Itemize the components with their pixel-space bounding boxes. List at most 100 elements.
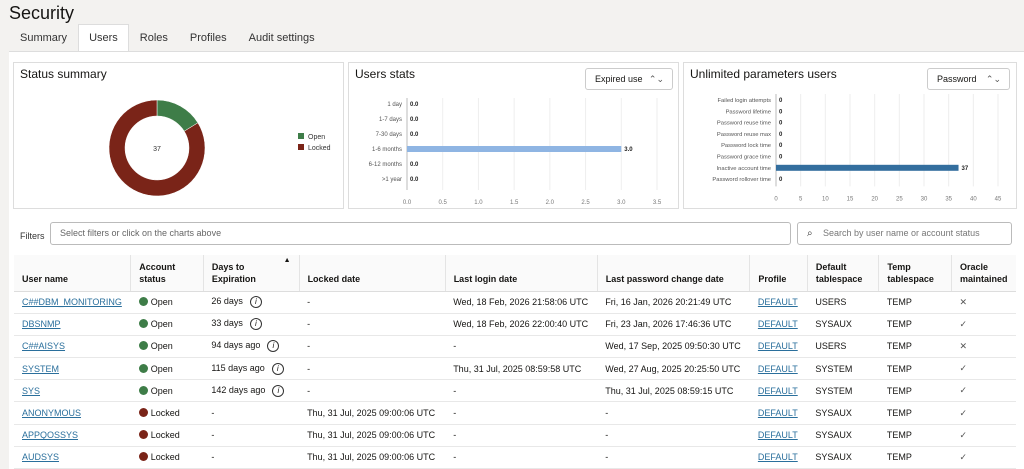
table-row: SYSTEM Open 115 days ago i - Thu, 31 Jul,… — [14, 357, 1016, 381]
info-icon[interactable]: i — [271, 362, 284, 375]
bar[interactable] — [407, 146, 622, 152]
legend-open[interactable]: Open — [308, 134, 325, 141]
status-dot-icon — [138, 408, 148, 418]
column-header[interactable]: Last password change date — [597, 255, 751, 292]
user-name-cell: APPQOSSYS — [14, 424, 131, 447]
profile-link[interactable]: DEFAULT — [757, 319, 798, 330]
unlimited-chart[interactable]: 0 5 10 15 20 25 30 35 40 45 Failed login attempts 0… — [684, 63, 1016, 208]
last-login-cell: - — [445, 335, 598, 359]
column-header[interactable]: Oracle maintained — [951, 255, 1016, 292]
info-icon[interactable]: i — [272, 384, 285, 397]
profile-link[interactable]: DEFAULT — [757, 430, 798, 441]
column-header-label: Default tablespace — [815, 261, 863, 284]
info-icon[interactable]: i — [267, 340, 280, 353]
info-icon[interactable]: i — [249, 296, 262, 309]
donut-slice-locked[interactable] — [108, 99, 206, 197]
info-icon[interactable]: i — [249, 318, 262, 331]
user-name-link[interactable]: SYS — [22, 385, 41, 396]
status-donut-chart[interactable]: 37 Open Locked — [14, 63, 343, 208]
account-status-cell: Open — [130, 335, 204, 359]
tab-profiles[interactable]: Profiles — [189, 32, 227, 44]
profile-link[interactable]: DEFAULT — [757, 341, 798, 352]
unlimited-title: Unlimited parameters users — [690, 67, 837, 81]
profile-cell: DEFAULT — [749, 313, 808, 336]
last-login-cell: - — [445, 424, 598, 447]
temp-tablespace-cell: TEMP — [878, 446, 952, 469]
data-label: 0.0 — [410, 162, 419, 168]
status-dot-icon — [138, 430, 148, 440]
sort-ascending-icon[interactable]: ▲ — [283, 256, 291, 264]
legend-swatch — [298, 133, 304, 139]
default-tablespace-cell: USERS — [807, 335, 879, 359]
x-tick-label: 0.0 — [403, 200, 412, 206]
y-tick-label: Password rollover time — [712, 177, 771, 183]
profile-link[interactable]: DEFAULT — [757, 297, 798, 308]
status-dot-icon — [138, 297, 148, 307]
account-status-cell: Locked — [130, 446, 204, 469]
column-header[interactable]: Last login date — [445, 255, 598, 292]
last-login-cell: - — [445, 446, 598, 469]
users-stats-select[interactable]: Expired use ⌃⌄ — [585, 68, 673, 90]
unlimited-select[interactable]: Password ⌃⌄ — [927, 68, 1010, 90]
days-text: 94 days ago — [211, 340, 261, 351]
users-stats-select-value: Expired use — [595, 74, 643, 84]
data-label: 0 — [779, 132, 783, 138]
column-header[interactable]: Account status — [130, 255, 204, 292]
column-header[interactable]: Default tablespace — [807, 255, 880, 292]
x-tick-label: 25 — [896, 196, 903, 202]
default-tablespace-cell: SYSTEM — [807, 379, 879, 403]
last-password-change-cell: Thu, 31 Jul, 2025 08:59:15 UTC — [597, 379, 750, 403]
users-stats-chart[interactable]: 0.0 0.5 1.0 1.5 2.0 2.5 3.0 3.5 1 day 0.0 1-7 days… — [349, 63, 678, 208]
column-header-label: User name — [22, 273, 69, 284]
column-header[interactable]: Profile — [749, 255, 808, 292]
user-name-cell: C##AISYS — [14, 335, 131, 359]
filters-input[interactable]: Select filters or click on the charts ab… — [50, 222, 791, 245]
column-header[interactable]: Locked date — [299, 255, 446, 292]
y-tick-label: 7-30 days — [376, 132, 402, 138]
user-name-link[interactable]: APPQOSSYS — [22, 430, 79, 441]
account-status-cell: Locked — [130, 401, 204, 425]
column-header-label: Profile — [758, 273, 787, 284]
profile-cell: DEFAULT — [749, 379, 808, 403]
user-name-link[interactable]: DBSNMP — [22, 319, 61, 330]
column-header[interactable]: Days to Expiration ▲ — [203, 255, 300, 292]
locked-date-cell: Thu, 31 Jul, 2025 09:00:06 UTC — [299, 424, 446, 447]
data-label: 3.0 — [624, 147, 633, 153]
status-text: Open — [150, 341, 173, 352]
profile-link[interactable]: DEFAULT — [757, 363, 798, 374]
tab-summary[interactable]: Summary — [20, 32, 68, 44]
users-table: User name Account status Days to Expiratio… — [14, 255, 1016, 469]
profile-link[interactable]: DEFAULT — [757, 452, 798, 463]
oracle-maintained-cell: ✓ — [951, 313, 1016, 336]
oracle-maintained-cell: ✕ — [951, 335, 1016, 359]
tab-users[interactable]: Users — [78, 24, 129, 52]
tab-audit-settings[interactable]: Audit settings — [248, 32, 315, 44]
user-name-link[interactable]: C##DBM_MONITORING — [22, 297, 122, 308]
status-text: Open — [150, 319, 173, 330]
page-title: Security — [9, 3, 75, 23]
days-to-expiration-cell: - — [203, 424, 300, 447]
column-header[interactable]: User name — [14, 255, 132, 292]
legend-locked[interactable]: Locked — [308, 145, 331, 152]
user-name-link[interactable]: SYSTEM — [22, 363, 60, 374]
search-input[interactable]: ⌕ Search by user name or account status — [797, 222, 1012, 245]
user-name-link[interactable]: AUDSYS — [22, 452, 60, 463]
profile-link[interactable]: DEFAULT — [757, 385, 798, 396]
x-tick-label: 0 — [774, 196, 778, 202]
bar[interactable] — [776, 164, 959, 171]
default-tablespace-cell: SYSTEM — [807, 357, 879, 381]
last-login-cell: Thu, 31 Jul, 2025 08:59:58 UTC — [445, 357, 598, 381]
profile-link[interactable]: DEFAULT — [757, 408, 798, 419]
tab-roles[interactable]: Roles — [139, 32, 168, 44]
table-header-row: User name Account status Days to Expiratio… — [14, 255, 1016, 292]
profile-cell: DEFAULT — [749, 291, 808, 314]
days-to-expiration-cell: - — [203, 401, 300, 425]
status-summary-title: Status summary — [20, 67, 107, 81]
user-name-link[interactable]: ANONYMOUS — [22, 408, 82, 419]
last-password-change-cell: Wed, 27 Aug, 2025 20:25:50 UTC — [597, 357, 750, 381]
oracle-maintained-cell: ✓ — [951, 446, 1016, 469]
x-tick-label: 1.5 — [510, 200, 519, 206]
temp-tablespace-cell: TEMP — [878, 379, 952, 403]
user-name-link[interactable]: C##AISYS — [22, 341, 66, 352]
column-header[interactable]: Temp tablespace — [878, 255, 952, 292]
